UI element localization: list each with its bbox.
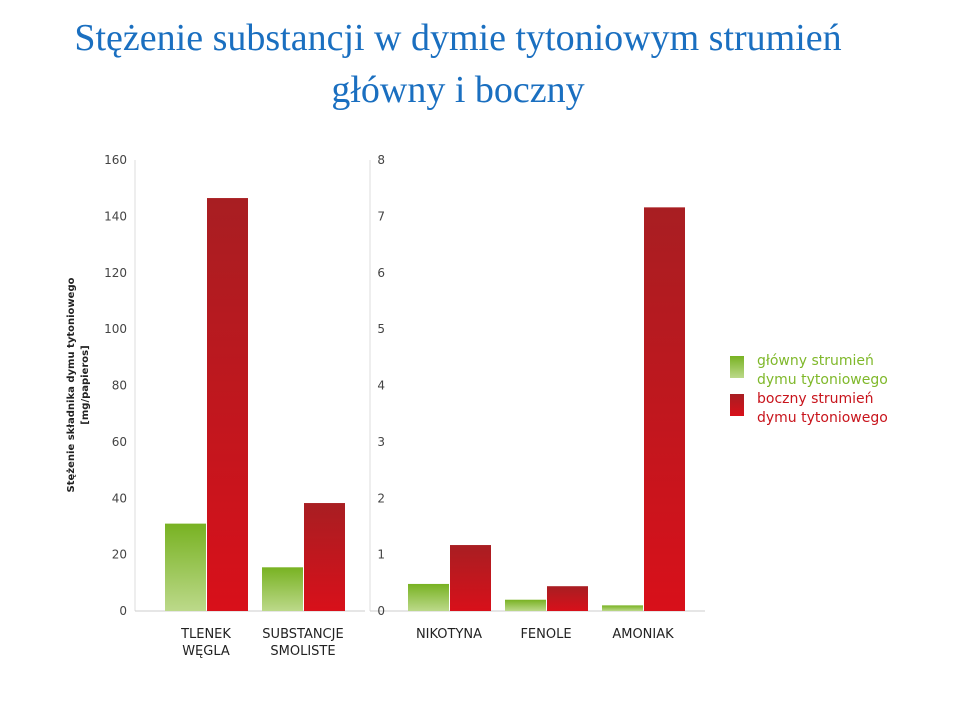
y-tick-label: 7: [377, 209, 385, 223]
bar-side-stream: [304, 503, 345, 611]
slide-title-line-1: Stężenie substancji w dymie tytoniowym s…: [74, 17, 842, 59]
bar-main-stream: [505, 599, 546, 611]
slide-title-line-2: główny i boczny: [331, 69, 585, 111]
x-category-label: WĘGLA: [182, 644, 230, 659]
y-tick-label: 1: [377, 548, 385, 562]
legend-swatch-side: [730, 394, 744, 416]
bar-side-stream: [644, 207, 685, 612]
x-category-label: FENOLE: [520, 627, 571, 642]
x-category-label: AMONIAK: [612, 627, 674, 642]
y-axis-label-unit: [mg/papieros]: [80, 345, 91, 424]
legend-side-line1: boczny strumień: [757, 391, 874, 407]
y-tick-label: 120: [104, 266, 127, 280]
x-category-label: TLENEK: [180, 627, 231, 642]
y-tick-label: 0: [119, 604, 127, 618]
y-tick-label: 20: [112, 548, 127, 562]
bar-main-stream: [408, 583, 449, 611]
legend-label-side: boczny strumień dymu tytoniowego: [757, 390, 888, 428]
legend-side-line2: dymu tytoniowego: [757, 410, 888, 426]
y-tick-label: 6: [377, 266, 385, 280]
y-tick-label: 4: [377, 379, 385, 393]
y-tick-label: 60: [112, 435, 127, 449]
y-tick-label: 5: [377, 322, 385, 336]
y-tick-label: 100: [104, 322, 127, 336]
bar-main-stream: [165, 523, 206, 611]
bar-main-stream: [602, 605, 643, 611]
x-category-label: SUBSTANCJE: [262, 627, 343, 642]
bar-side-stream: [207, 198, 248, 611]
x-category-label: NIKOTYNA: [416, 627, 482, 642]
y-axis-label: Stężenie składnika dymu tytoniowego: [66, 277, 77, 492]
bar-main-stream: [262, 567, 303, 611]
y-tick-label: 140: [104, 209, 127, 223]
y-tick-label: 0: [377, 604, 385, 618]
y-tick-label: 2: [377, 491, 385, 505]
y-tick-label: 3: [377, 435, 385, 449]
legend-main-line2: dymu tytoniowego: [757, 372, 888, 388]
bar-side-stream: [547, 586, 588, 611]
y-tick-label: 40: [112, 491, 127, 505]
legend-swatch-main: [730, 356, 744, 378]
bar-side-stream: [450, 545, 491, 611]
y-tick-label: 160: [104, 153, 127, 167]
legend-label-main: główny strumień dymu tytoniowego: [757, 352, 888, 390]
x-category-label: SMOLISTE: [270, 644, 335, 659]
y-tick-label: 8: [377, 153, 385, 167]
legend-main-line1: główny strumień: [757, 353, 874, 369]
y-tick-label: 80: [112, 379, 127, 393]
